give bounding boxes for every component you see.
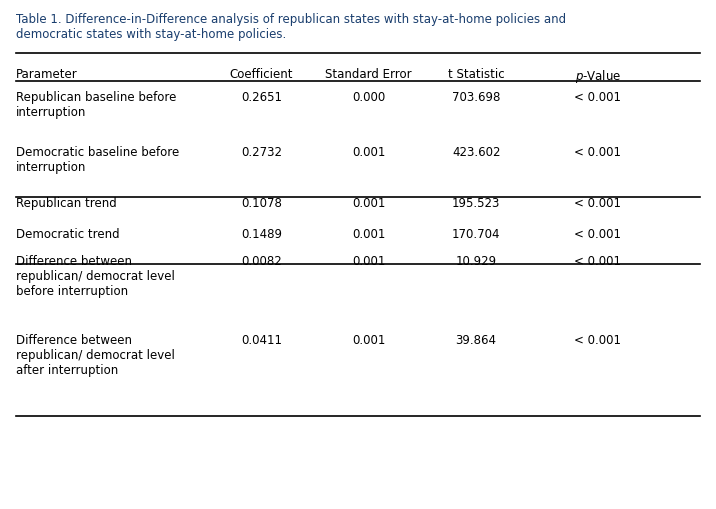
Text: < 0.001: < 0.001 [574,197,621,210]
Text: 170.704: 170.704 [452,228,500,241]
Text: 0.000: 0.000 [352,91,385,104]
Text: 0.001: 0.001 [352,254,385,268]
Text: 0.0082: 0.0082 [241,254,281,268]
Text: Table 1. Difference-in-Difference analysis of republican states with stay-at-hom: Table 1. Difference-in-Difference analys… [16,13,566,26]
Text: 703.698: 703.698 [452,91,500,104]
Text: 0.001: 0.001 [352,146,385,159]
Text: $p$-Value: $p$-Value [575,68,621,84]
Text: 0.1489: 0.1489 [241,228,282,241]
Text: Democratic trend: Democratic trend [16,228,120,241]
Text: democratic states with stay-at-home policies.: democratic states with stay-at-home poli… [16,28,286,41]
Text: < 0.001: < 0.001 [574,91,621,104]
Text: 0.0411: 0.0411 [241,334,282,347]
Text: Coefficient: Coefficient [230,68,293,81]
Text: t Statistic: t Statistic [448,68,505,81]
Text: 10.929: 10.929 [455,254,497,268]
Text: 0.1078: 0.1078 [241,197,282,210]
Text: < 0.001: < 0.001 [574,228,621,241]
Text: 0.2732: 0.2732 [241,146,282,159]
Text: Standard Error: Standard Error [326,68,412,81]
Text: 39.864: 39.864 [455,334,497,347]
Text: < 0.001: < 0.001 [574,334,621,347]
Text: < 0.001: < 0.001 [574,254,621,268]
Text: 0.001: 0.001 [352,197,385,210]
Text: Democratic baseline before
interruption: Democratic baseline before interruption [16,146,179,174]
Text: Parameter: Parameter [16,68,77,81]
Text: Republican baseline before
interruption: Republican baseline before interruption [16,91,176,119]
Text: 0.001: 0.001 [352,334,385,347]
Text: 423.602: 423.602 [452,146,500,159]
Text: Difference between
republican/ democrat level
before interruption: Difference between republican/ democrat … [16,254,175,297]
Text: 0.2651: 0.2651 [241,91,282,104]
Text: 0.001: 0.001 [352,228,385,241]
Text: < 0.001: < 0.001 [574,146,621,159]
Text: Republican trend: Republican trend [16,197,117,210]
Text: 195.523: 195.523 [452,197,500,210]
Text: Difference between
republican/ democrat level
after interruption: Difference between republican/ democrat … [16,334,175,377]
